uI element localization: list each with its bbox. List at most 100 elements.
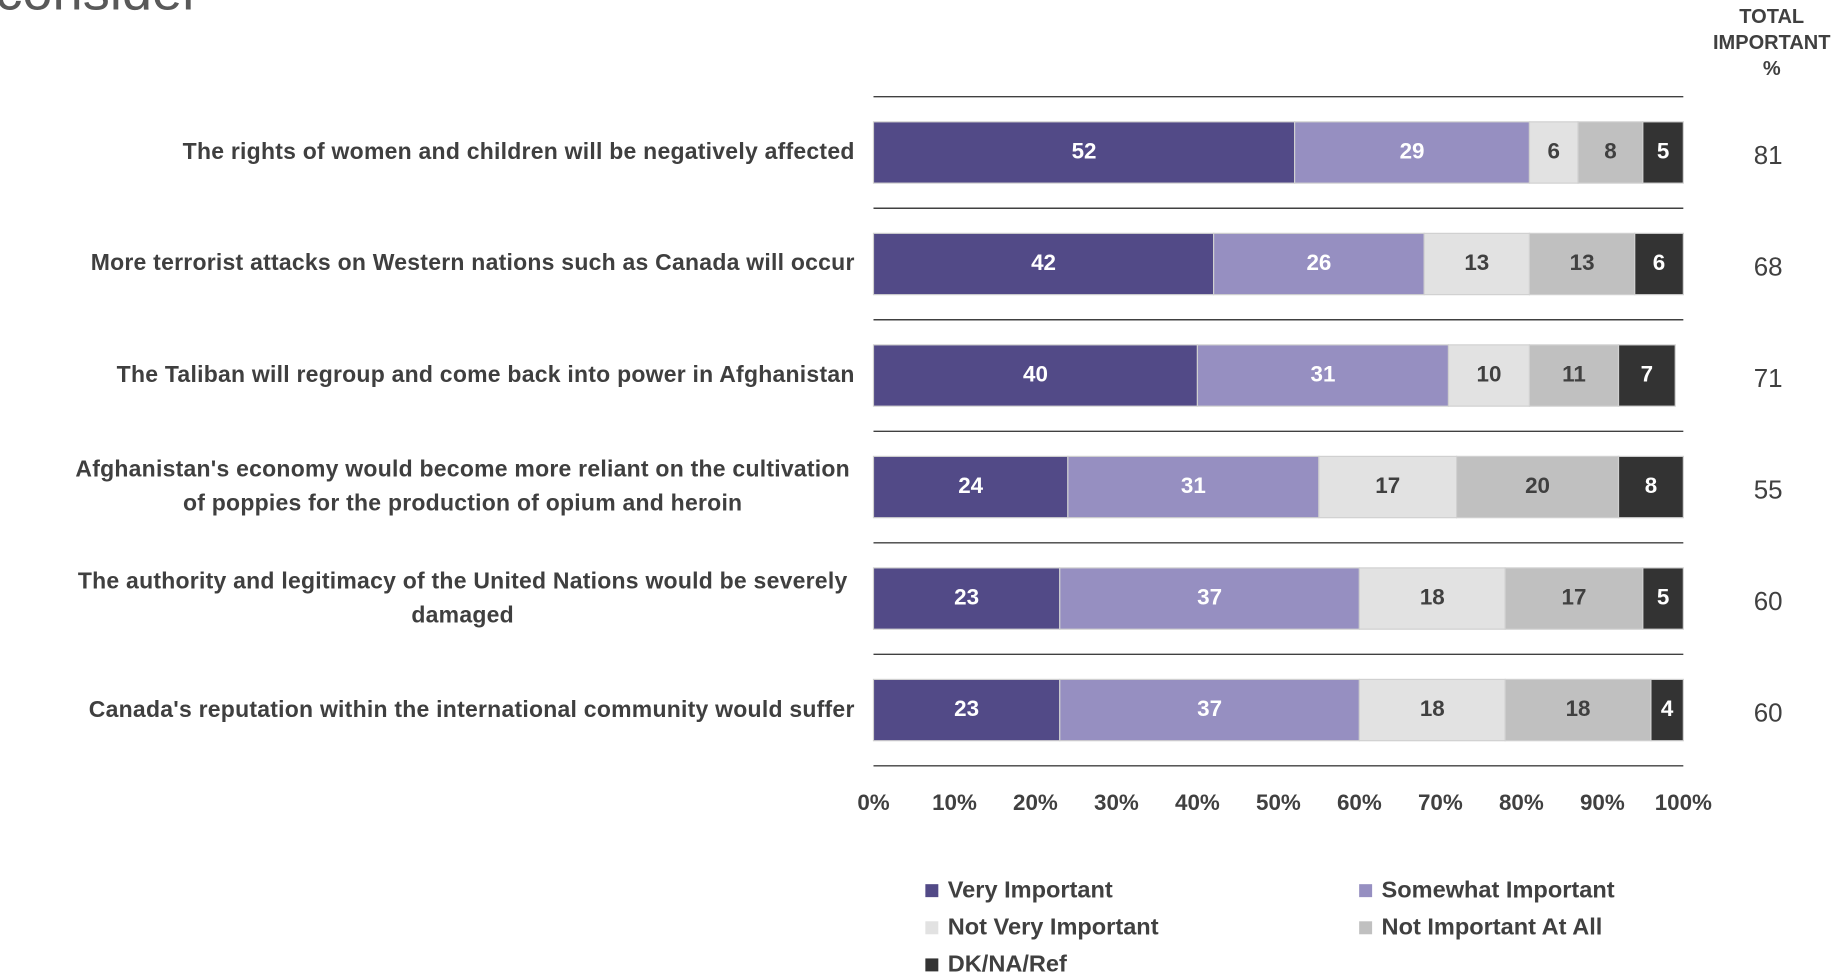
value-label: 17 [1375,473,1400,498]
value-label: 10 [1477,361,1502,386]
value-label: 31 [1181,473,1206,498]
value-label: 8 [1645,473,1657,498]
value-label: 18 [1420,584,1445,609]
bar-segment [1455,455,1620,519]
bar-segment [1577,121,1644,184]
bar-segment [1617,455,1684,519]
total-value: 60 [1754,700,1783,728]
value-label: 37 [1197,696,1222,721]
value-label: 5 [1657,138,1669,163]
category-label-box: The Taliban will regroup and come back i… [0,322,855,428]
value-label: 5 [1657,584,1669,609]
legend-swatch [925,958,939,972]
value-label: 18 [1566,696,1591,721]
category-label-box: More terrorist attacks on Western nation… [0,211,855,317]
bar-segment [1504,567,1644,630]
value-label: 8 [1604,138,1616,163]
value-label: 52 [1072,138,1097,163]
category-label-box: The authority and legitimacy of the Unit… [0,545,855,651]
bar-segment [1617,344,1676,407]
bar-segment [872,344,1199,407]
bar-segment [1447,344,1531,407]
category-label-box: The rights of women and children will be… [0,99,855,205]
value-label: 29 [1400,138,1425,163]
bar-segment [872,567,1061,630]
value-label: 4 [1661,696,1674,721]
x-tick-label: 100% [1655,790,1712,815]
bar-segment [1528,121,1579,184]
legend-swatch [1359,921,1373,935]
value-label: 6 [1653,250,1665,275]
legend-swatch [1359,884,1373,898]
value-label: 23 [954,696,979,721]
bar-segment [1059,567,1360,630]
category-label-wrap: Afghanistan's economy would become more … [0,434,855,540]
bar-segment [1196,344,1450,407]
value-label: 18 [1420,696,1445,721]
category-label-wrap: More terrorist attacks on Western nation… [0,211,855,317]
legend-swatch [925,921,939,935]
category-label-wrap: The Taliban will regroup and come back i… [0,322,855,428]
total-value: 60 [1754,588,1783,616]
value-label: 6 [1548,138,1560,163]
total-value: 81 [1754,142,1783,170]
total-header: % [1763,58,1781,80]
category-label: More terrorist attacks on Western nation… [90,250,855,277]
value-label: 23 [954,584,979,609]
value-label: 11 [1562,361,1586,386]
x-tick-label: 0% [857,790,889,815]
category-label: The Taliban will regroup and come back i… [116,361,855,388]
bar-segment [872,455,1069,519]
bar-segment [1358,678,1506,742]
bar-segment [1294,121,1531,184]
legend-label: Very Important [948,876,1113,902]
bar-segment [1642,121,1684,184]
legend-label: Not Very Important [948,914,1159,940]
category-label-box: Afghanistan's economy would become more … [0,434,855,540]
bar-segment [1634,232,1684,296]
x-tick-label: 30% [1094,790,1139,815]
category-label: The authority and legitimacy of the Unit… [77,567,848,628]
bar-segment [1504,678,1652,742]
chart-title: consider [0,0,200,21]
legend-label: Not Important At All [1382,914,1603,940]
x-tick-label: 90% [1580,790,1625,815]
category-label-box: Canada's reputation within the internati… [88,696,855,723]
value-label: 37 [1197,584,1222,609]
x-tick-label: 40% [1175,790,1220,815]
legend-swatch [925,884,939,898]
legend-label: Somewhat Important [1382,876,1615,902]
x-tick-label: 20% [1013,790,1058,815]
category-label-wrap: The rights of women and children will be… [0,99,855,205]
value-label: 24 [958,473,983,498]
value-label: 42 [1031,250,1056,275]
bar-segment [1528,232,1636,296]
value-label: 40 [1023,361,1048,386]
value-label: 31 [1311,361,1336,386]
value-label: 13 [1570,250,1595,275]
value-label: 7 [1641,361,1653,386]
total-value: 68 [1754,254,1783,282]
x-tick-label: 10% [932,790,977,815]
value-label: 20 [1525,473,1550,498]
bar-segment [1067,455,1320,519]
bar-segment [1528,344,1620,407]
category-label: The rights of women and children will be… [182,138,855,165]
value-label: 17 [1562,584,1587,609]
bar-segment [1358,567,1506,630]
category-label-wrap: The authority and legitimacy of the Unit… [0,545,855,651]
bar-segment [1642,567,1684,630]
category-label: Afghanistan's economy would become more … [75,456,850,517]
x-tick-label: 50% [1256,790,1301,815]
legend-label: DK/NA/Ref [948,951,1067,975]
bar-segment [872,678,1061,742]
bar-segment [1650,678,1684,742]
total-value: 55 [1754,477,1783,505]
total-value: 71 [1754,365,1783,393]
category-label: Canada's reputation within the internati… [88,696,855,723]
total-header: TOTAL [1739,6,1804,28]
x-tick-label: 60% [1337,790,1382,815]
value-label: 13 [1464,250,1489,275]
value-label: 26 [1306,250,1331,275]
